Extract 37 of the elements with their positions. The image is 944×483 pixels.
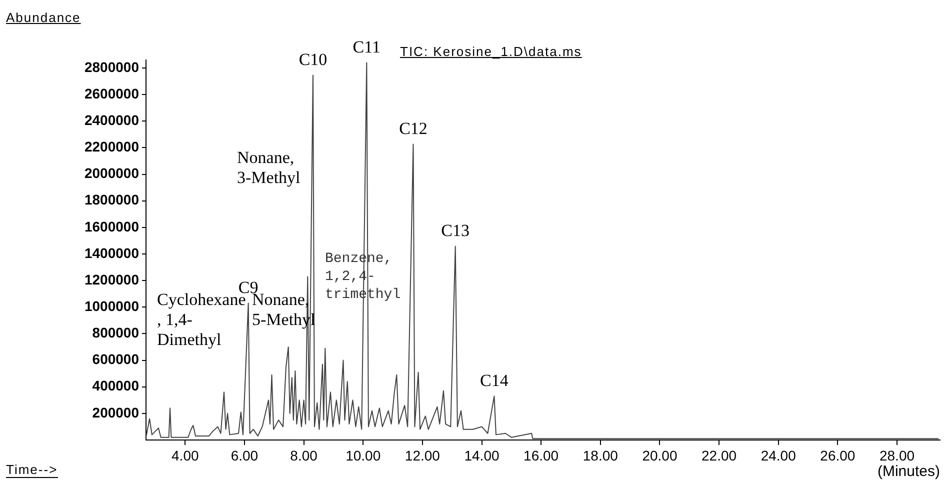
x-tick-label: 22.00 [702,447,737,464]
x-tick-label: 6.00 [230,447,258,464]
y-tick-label: 2600000 [84,85,140,102]
y-tick-label: 1800000 [84,192,140,208]
y-tick-label: 2200000 [84,138,140,155]
x-tick-label: 28.00 [879,447,915,464]
annotation: C14 [480,371,509,390]
x-tick-label: 14.00 [464,447,500,464]
x-tick-label: 10.00 [346,447,381,464]
y-tick-label: 1200000 [84,271,140,288]
y-tick-label: 1000000 [84,298,140,314]
y-tick-label: 2800000 [84,58,140,75]
x-tick-label: 16.00 [524,447,559,464]
x-tick-label: 12.00 [404,447,440,464]
x-tick-label: 8.00 [290,447,318,464]
y-tick-label: 1600000 [84,218,140,234]
y-tick-label: 200000 [92,404,140,420]
y-tick-label: 600000 [92,351,140,368]
y-tick-label: 1400000 [84,244,140,261]
x-tick-label: 26.00 [820,447,856,464]
y-axis-title: Abundance [6,10,81,25]
x-tick-label: 24.00 [760,447,796,464]
annotation: Nonane, 3-Methyl [237,148,300,188]
annotation: C10 [298,50,328,70]
y-tick-label: 2000000 [84,165,140,182]
x-axis-title: Time--> [6,462,58,478]
y-tick-label: 2400000 [84,112,140,128]
text: (Minutes) [877,463,940,481]
annotation: C12 [399,119,428,138]
y-tick-label: 400000 [92,378,140,394]
y-tick-label: 800000 [92,324,140,341]
chart-title: TIC: Kerosine_1.D\data.ms [400,44,582,59]
x-tick-label: 20.00 [642,447,678,464]
x-tick-label: 4.00 [172,447,199,464]
annotation: C13 [441,221,470,240]
annotation: C11 [352,38,381,57]
x-tick-label: 18.00 [582,447,618,464]
